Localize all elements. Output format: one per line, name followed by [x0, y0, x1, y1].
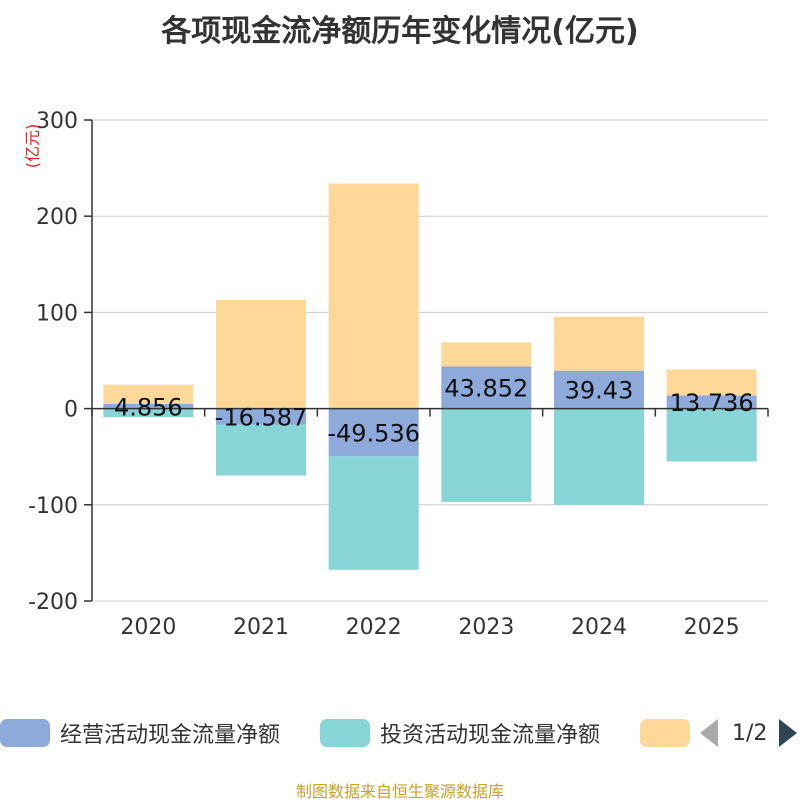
legend-next-page-icon[interactable]: [779, 719, 798, 747]
bar-financing-2024: [554, 316, 644, 371]
bar-investing-2023: [441, 408, 532, 502]
bar-investing-2022: [328, 456, 419, 570]
x-tick-label: 2021: [233, 615, 289, 640]
chart-title: 各项现金流净额历年变化情况(亿元): [161, 14, 639, 49]
data-label-operating-2020: 4.856: [114, 393, 183, 421]
legend-swatch-operating: [0, 719, 50, 747]
legend-swatch-financing: [640, 719, 690, 747]
data-label-operating-2023: 43.852: [444, 375, 528, 403]
bar-financing-2022: [328, 183, 419, 409]
legend-swatch-investing: [320, 719, 370, 747]
bar-operating-2022: [328, 408, 419, 457]
bar-investing-2021: [216, 424, 306, 476]
legend-pager: 1/2: [700, 716, 798, 750]
x-tick-label: 2024: [571, 615, 627, 640]
y-tick-label: 300: [36, 109, 78, 134]
bar-chart: -200 -100 0 100 200 300(亿元) 2020 2021 2022 2023 20…: [23, 109, 769, 640]
legend-item-operating[interactable]: 经营活动现金流量净额: [0, 716, 280, 750]
data-label-operating-2021: -16.587: [215, 404, 308, 432]
legend-item-financing[interactable]: [640, 716, 700, 750]
x-tick-label: 2025: [684, 615, 740, 640]
data-label-operating-2025: 13.736: [670, 389, 754, 417]
x-tick-label: 2020: [120, 615, 176, 640]
data-label-operating-2022: -49.536: [327, 419, 420, 447]
y-tick-label: 0: [64, 398, 78, 423]
bar-financing-2021: [216, 299, 306, 409]
bar-operating-2024: [554, 370, 644, 409]
bar-financing-2020: [103, 384, 194, 404]
bar-investing-2024: [554, 408, 644, 505]
bar-operating-2023: [441, 366, 532, 409]
legend-label-operating: 经营活动现金流量净额: [60, 723, 281, 748]
legend-item-investing[interactable]: 投资活动现金流量净额: [320, 716, 600, 750]
bar-financing-2025: [666, 369, 757, 396]
bar-financing-2023: [441, 342, 532, 367]
y-axis-unit-label: (亿元): [23, 124, 42, 169]
data-source-note: 制图数据来自恒生聚源数据库: [295, 782, 504, 801]
bar-operating-2025: [666, 395, 757, 409]
bar-investing-2025: [666, 408, 757, 462]
data-label-operating-2024: 39.43: [565, 377, 634, 405]
x-tick-label: 2022: [346, 615, 402, 640]
legend-page-indicator: 1/2: [732, 720, 768, 746]
legend: 经营活动现金流量净额 投资活动现金流量净额 1/2: [0, 716, 800, 750]
legend-prev-page-icon[interactable]: [700, 719, 718, 747]
y-tick-label: 100: [36, 301, 78, 326]
bar-operating-2020: [103, 403, 194, 409]
y-tick-label: -100: [28, 494, 78, 519]
legend-label-investing: 投资活动现金流量净额: [380, 723, 601, 748]
bar-operating-2021: [216, 408, 306, 425]
y-tick-label: 200: [36, 205, 78, 230]
y-tick-label: -200: [28, 590, 78, 615]
bar-investing-2020: [103, 408, 194, 418]
x-tick-label: 2023: [458, 615, 514, 640]
